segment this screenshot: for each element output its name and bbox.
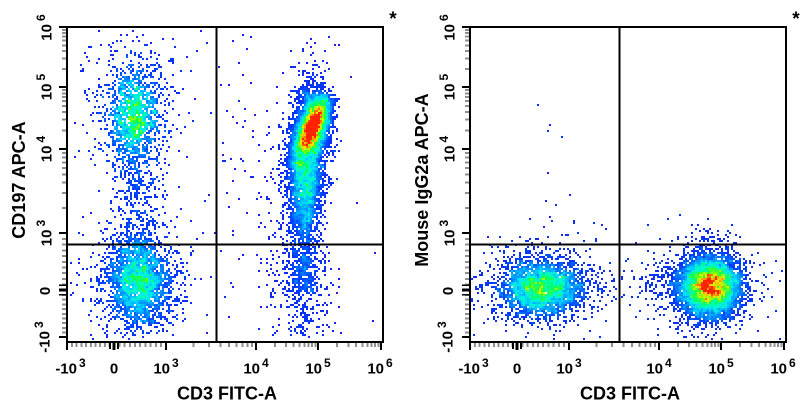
svg-text:*: *	[792, 9, 800, 30]
svg-text:CD3 FITC-A: CD3 FITC-A	[580, 384, 680, 404]
svg-text:CD3 FITC-A: CD3 FITC-A	[177, 384, 277, 404]
svg-text:0: 0	[110, 361, 118, 378]
svg-text:CD197 APC-A: CD197 APC-A	[9, 121, 29, 238]
svg-text:Mouse IgG2a APC-A: Mouse IgG2a APC-A	[412, 93, 432, 266]
svg-text:0: 0	[37, 287, 54, 295]
svg-text:0: 0	[513, 361, 521, 378]
svg-text:*: *	[389, 9, 397, 30]
svg-text:0: 0	[440, 287, 457, 295]
